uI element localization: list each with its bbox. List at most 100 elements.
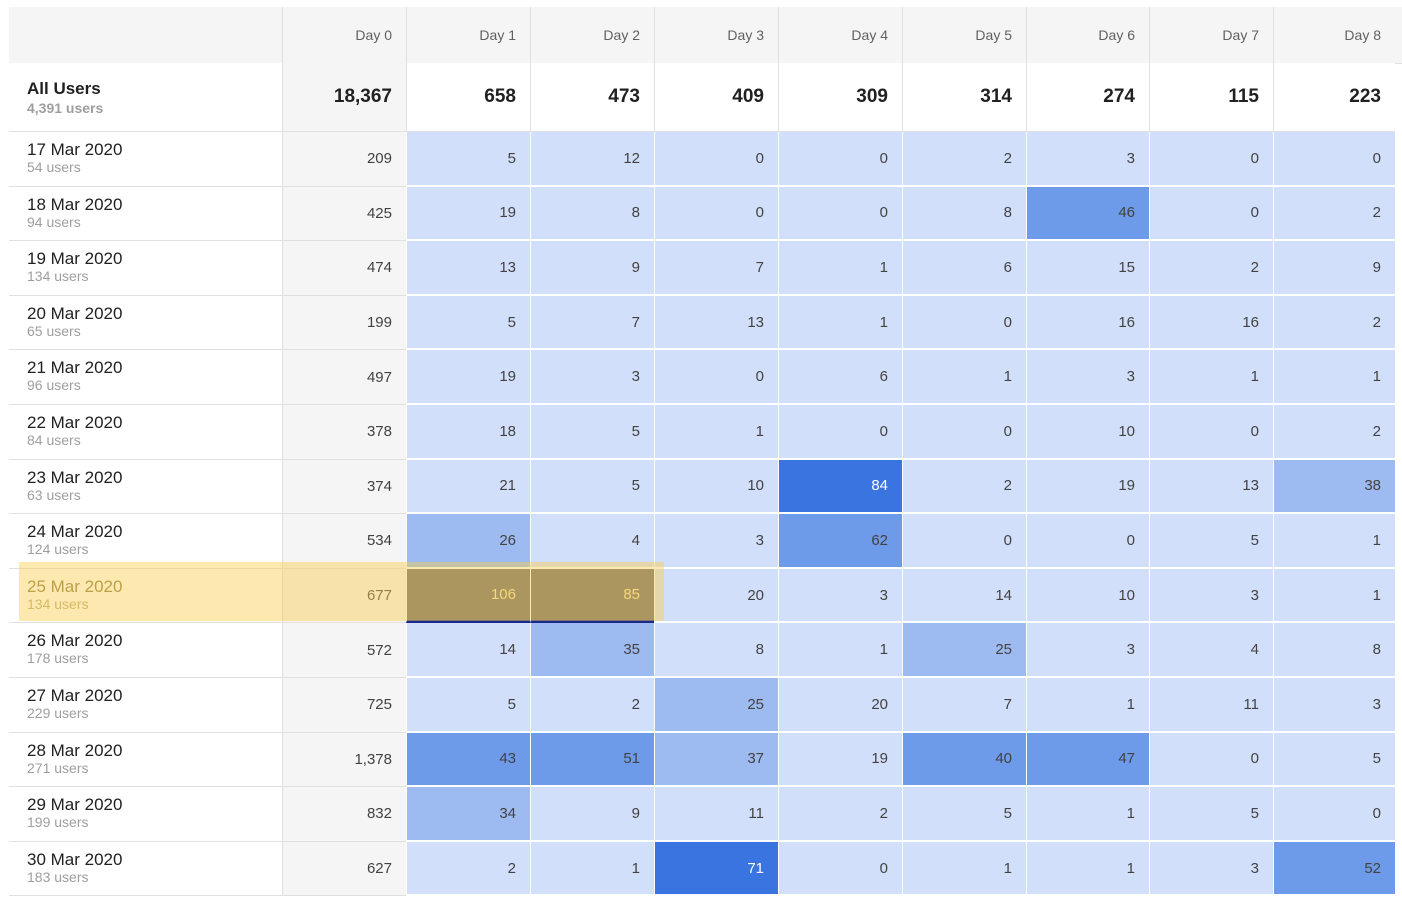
cohort-cell-day-3[interactable]: 7 (654, 241, 778, 296)
cohort-cell-day-7[interactable]: 0 (1149, 186, 1273, 242)
cohort-cell-day-3[interactable]: 11 (654, 787, 778, 842)
cohort-cell-day-7[interactable]: 3 (1149, 568, 1273, 624)
table-row[interactable]: 18 Mar 2020 94 users 425 19 8 0 0 8 46 0 2 (9, 186, 1402, 242)
cohort-cell-day-8[interactable]: 2 (1273, 295, 1395, 351)
cohort-cell-day-7[interactable]: 2 (1149, 241, 1273, 296)
cohort-label[interactable]: 26 Mar 2020 178 users (9, 623, 282, 678)
cohort-cell-day-1[interactable]: 34 (406, 787, 530, 842)
cohort-cell-day-2[interactable]: 9 (530, 241, 654, 296)
cohort-cell-day-6[interactable]: 46 (1026, 186, 1149, 242)
table-row[interactable]: 26 Mar 2020 178 users 572 14 35 8 1 25 3 4 8 (9, 623, 1402, 678)
cohort-cell-day-5[interactable]: 1 (902, 350, 1026, 405)
cohort-cell-day-6[interactable]: 3 (1026, 350, 1149, 405)
cohort-cell-day-5[interactable]: 7 (902, 678, 1026, 733)
cohort-cell-day-3[interactable]: 8 (654, 623, 778, 678)
cohort-cell-day-5[interactable]: 8 (902, 186, 1026, 242)
cohort-cell-day-4[interactable]: 3 (778, 568, 902, 624)
cohort-cell-day-1[interactable]: 14 (406, 623, 530, 678)
table-row[interactable]: 28 Mar 2020 271 users 1,378 43 51 37 19 40 47 0 5 (9, 732, 1402, 788)
cohort-cell-day-0[interactable]: 374 (282, 459, 406, 515)
cohort-cell-day-0[interactable]: 725 (282, 678, 406, 733)
cohort-cell-day-1[interactable]: 26 (406, 514, 530, 569)
cohort-label[interactable]: 30 Mar 2020 183 users (9, 841, 282, 897)
cohort-label[interactable]: 23 Mar 2020 63 users (9, 459, 282, 515)
cohort-cell-day-1[interactable]: 5 (406, 132, 530, 187)
cohort-cell-day-4[interactable]: 84 (778, 459, 902, 515)
cohort-cell-day-5[interactable]: 0 (902, 295, 1026, 351)
table-row[interactable]: 17 Mar 2020 54 users 209 5 12 0 0 2 3 0 0 (9, 132, 1402, 187)
cohort-cell-day-0[interactable]: 209 (282, 132, 406, 187)
cohort-cell-day-6[interactable]: 3 (1026, 132, 1149, 187)
table-row[interactable]: 22 Mar 2020 84 users 378 18 5 1 0 0 10 0 2 (9, 405, 1402, 460)
cohort-cell-day-0[interactable]: 497 (282, 350, 406, 405)
cohort-cell-day-1[interactable]: 43 (406, 732, 530, 788)
cohort-cell-day-8[interactable]: 1 (1273, 514, 1395, 569)
cohort-cell-day-2[interactable]: 9 (530, 787, 654, 842)
cohort-cell-day-5[interactable]: 2 (902, 459, 1026, 515)
cohort-cell-day-4[interactable]: 0 (778, 186, 902, 242)
cohort-label[interactable]: 18 Mar 2020 94 users (9, 186, 282, 242)
cohort-cell-day-2[interactable]: 7 (530, 295, 654, 351)
cohort-cell-day-8[interactable]: 8 (1273, 623, 1395, 678)
cohort-cell-day-5[interactable]: 25 (902, 623, 1026, 678)
cohort-label[interactable]: 24 Mar 2020 124 users (9, 514, 282, 569)
table-row[interactable]: 30 Mar 2020 183 users 627 2 1 71 0 1 1 3 52 (9, 841, 1402, 897)
cohort-cell-day-1[interactable]: 106 (406, 568, 530, 624)
cohort-cell-day-3[interactable]: 10 (654, 459, 778, 515)
cohort-cell-day-5[interactable]: 0 (902, 405, 1026, 460)
cohort-cell-day-4[interactable]: 1 (778, 241, 902, 296)
cohort-cell-day-8[interactable]: 9 (1273, 241, 1395, 296)
cohort-cell-day-0[interactable]: 1,378 (282, 732, 406, 788)
cohort-cell-day-6[interactable]: 15 (1026, 241, 1149, 296)
cohort-label[interactable]: All Users 4,391 users (9, 63, 282, 132)
cohort-cell-day-5[interactable]: 14 (902, 568, 1026, 624)
cohort-cell-day-8[interactable]: 38 (1273, 459, 1395, 515)
cohort-cell-day-6[interactable]: 16 (1026, 295, 1149, 351)
cohort-cell-day-4[interactable]: 0 (778, 841, 902, 897)
cohort-cell-day-7[interactable]: 0 (1149, 132, 1273, 187)
cohort-cell-day-8[interactable]: 0 (1273, 132, 1395, 187)
cohort-cell-day-4[interactable]: 62 (778, 514, 902, 569)
cohort-cell-day-4[interactable]: 6 (778, 350, 902, 405)
cohort-cell-day-6[interactable]: 3 (1026, 623, 1149, 678)
cohort-label[interactable]: 19 Mar 2020 134 users (9, 241, 282, 296)
cohort-cell-day-1[interactable]: 5 (406, 295, 530, 351)
table-row[interactable]: 27 Mar 2020 229 users 725 5 2 25 20 7 1 11 3 (9, 678, 1402, 733)
cohort-cell-day-3[interactable]: 20 (654, 568, 778, 624)
cohort-cell-day-4[interactable]: 0 (778, 132, 902, 187)
cohort-cell-day-8[interactable]: 1 (1273, 350, 1395, 405)
table-row[interactable]: 24 Mar 2020 124 users 534 26 4 3 62 0 0 5 1 (9, 514, 1402, 569)
cohort-cell-day-4[interactable]: 1 (778, 295, 902, 351)
cohort-cell-day-0[interactable]: 378 (282, 405, 406, 460)
table-row[interactable]: 23 Mar 2020 63 users 374 21 5 10 84 2 19 13 38 (9, 459, 1402, 515)
cohort-cell-day-4[interactable]: 20 (778, 678, 902, 733)
cohort-cell-day-1[interactable]: 19 (406, 350, 530, 405)
cohort-cell-day-7[interactable]: 11 (1149, 678, 1273, 733)
cohort-cell-day-3[interactable]: 25 (654, 678, 778, 733)
cohort-label[interactable]: 29 Mar 2020 199 users (9, 787, 282, 842)
cohort-cell-day-2[interactable]: 5 (530, 459, 654, 515)
cohort-label[interactable]: 25 Mar 2020 134 users (9, 568, 282, 624)
cohort-cell-day-7[interactable]: 16 (1149, 295, 1273, 351)
cohort-cell-day-2[interactable]: 2 (530, 678, 654, 733)
cohort-cell-day-7[interactable]: 3 (1149, 841, 1273, 897)
cohort-cell-day-0[interactable]: 425 (282, 186, 406, 242)
cohort-cell-day-6[interactable]: 19 (1026, 459, 1149, 515)
cohort-cell-day-0[interactable]: 534 (282, 514, 406, 569)
cohort-cell-day-5[interactable]: 0 (902, 514, 1026, 569)
cohort-cell-day-4[interactable]: 19 (778, 732, 902, 788)
cohort-cell-day-3[interactable]: 0 (654, 350, 778, 405)
cohort-cell-day-2[interactable]: 3 (530, 350, 654, 405)
cohort-cell-day-6[interactable]: 10 (1026, 568, 1149, 624)
cohort-cell-day-5[interactable]: 2 (902, 132, 1026, 187)
cohort-cell-day-6[interactable]: 1 (1026, 787, 1149, 842)
cohort-cell-day-6[interactable]: 10 (1026, 405, 1149, 460)
cohort-cell-day-2[interactable]: 1 (530, 841, 654, 897)
cohort-cell-day-6[interactable]: 1 (1026, 678, 1149, 733)
cohort-label[interactable]: 20 Mar 2020 65 users (9, 295, 282, 351)
table-row[interactable]: 21 Mar 2020 96 users 497 19 3 0 6 1 3 1 1 (9, 350, 1402, 405)
cohort-cell-day-2[interactable]: 12 (530, 132, 654, 187)
cohort-cell-day-8[interactable]: 3 (1273, 678, 1395, 733)
cohort-cell-day-0[interactable]: 832 (282, 787, 406, 842)
cohort-cell-day-6[interactable]: 47 (1026, 732, 1149, 788)
